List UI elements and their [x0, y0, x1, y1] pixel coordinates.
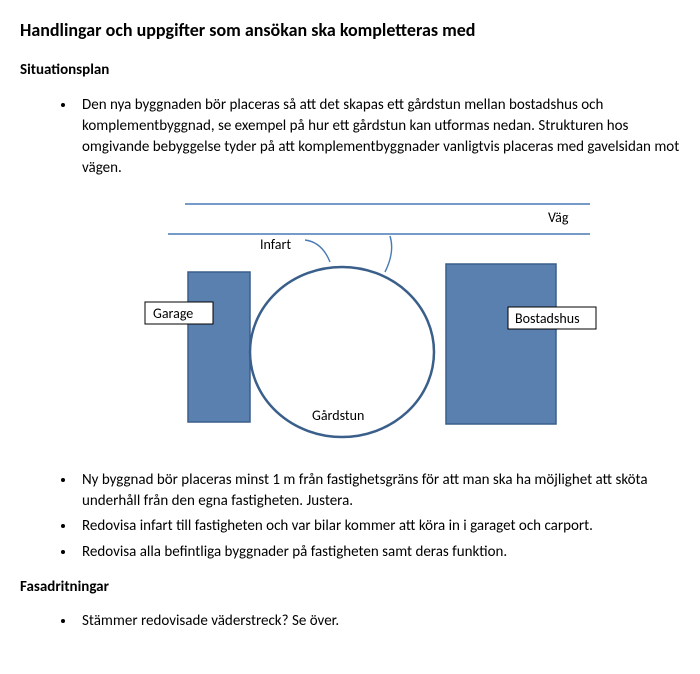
list-item: Stämmer redovisade väderstreck? Se över.	[76, 611, 680, 632]
list-item: Ny byggnad bör placeras minst 1 m från f…	[76, 470, 680, 513]
svg-text:Gårdstun: Gårdstun	[312, 407, 364, 424]
svg-text:Bostadshus: Bostadshus	[515, 310, 580, 327]
svg-text:Garage: Garage	[153, 305, 193, 322]
list-item: Redovisa alla befintliga byggnader på fa…	[76, 542, 680, 563]
list-item: Den nya byggnaden bör placeras så att de…	[76, 95, 680, 180]
section-heading-fasadritningar: Fasadritningar	[20, 577, 680, 597]
list-item: Redovisa infart till fastigheten och var…	[76, 516, 680, 537]
section-heading-situationsplan: Situationsplan	[20, 60, 680, 80]
situationsplan-diagram: Väg Infart Gårdstun Garage Bostadshus	[20, 192, 680, 452]
svg-text:Infart: Infart	[260, 236, 291, 253]
diagram-svg: Väg Infart Gårdstun Garage Bostadshus	[90, 192, 610, 452]
bullet-list-2: Ny byggnad bör placeras minst 1 m från f…	[20, 470, 680, 563]
svg-text:Väg: Väg	[548, 209, 569, 226]
bullet-list-3: Stämmer redovisade väderstreck? Se över.	[20, 611, 680, 632]
bullet-list-1: Den nya byggnaden bör placeras så att de…	[20, 95, 680, 180]
page-title: Handlingar och uppgifter som ansökan ska…	[20, 18, 680, 42]
